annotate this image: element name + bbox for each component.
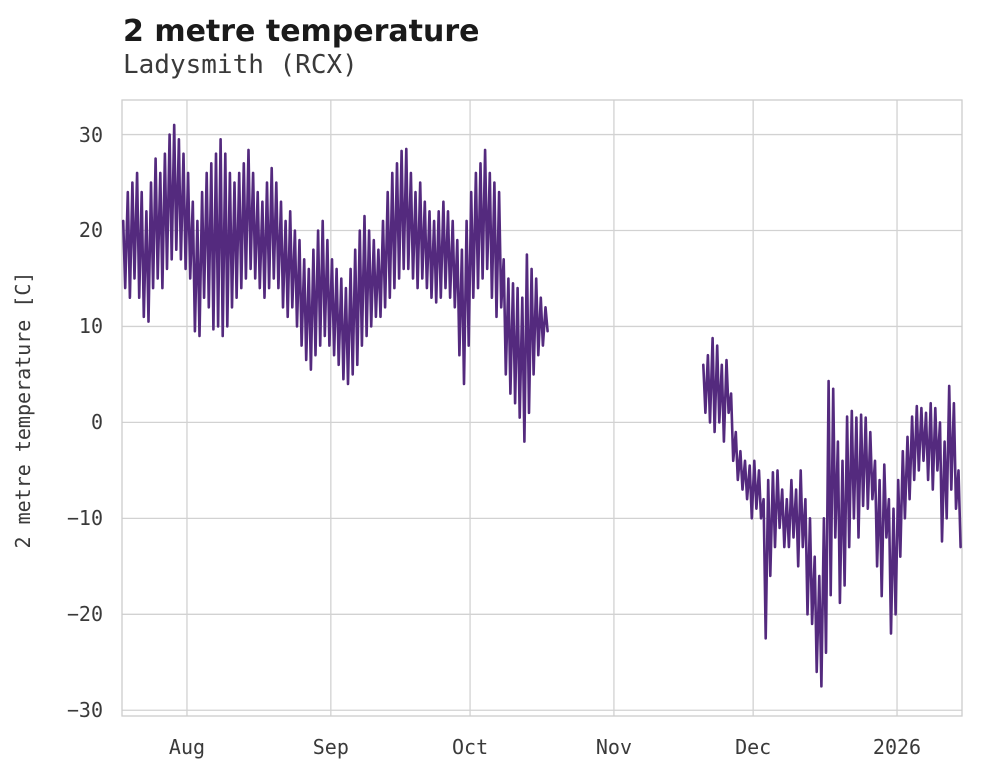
x-tick-label: Aug xyxy=(168,735,206,759)
y-tick-label: 30 xyxy=(78,122,103,147)
x-tick-label: Nov xyxy=(595,735,632,759)
chart-title: 2 metre temperature xyxy=(123,14,480,49)
y-tick-label: −30 xyxy=(66,698,103,723)
temperature-series-line xyxy=(701,336,962,688)
plot-border xyxy=(121,99,963,717)
x-tick-label: 2026 xyxy=(872,735,922,759)
y-tick-label: −20 xyxy=(66,602,103,627)
y-tick-label: 10 xyxy=(78,314,103,339)
x-tick-label: Oct xyxy=(452,735,489,759)
x-tick-label: Sep xyxy=(312,735,349,759)
y-tick-label: 20 xyxy=(78,218,103,243)
y-tick-label: 0 xyxy=(90,410,103,435)
x-tick-label: Dec xyxy=(735,735,772,759)
chart-subtitle: Ladysmith (RCX) xyxy=(123,50,358,80)
temperature-series-line xyxy=(121,123,549,443)
y-tick-label: −10 xyxy=(66,506,103,531)
